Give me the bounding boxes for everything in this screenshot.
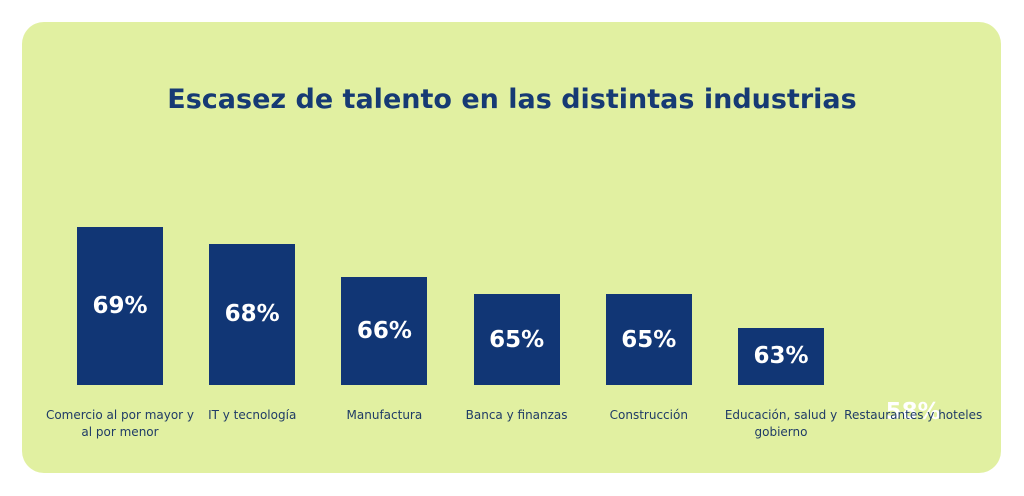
bar-3: 66%	[341, 277, 428, 385]
bar-value-label: 58%	[885, 398, 941, 425]
category-label: Restaurantes y hoteles	[844, 408, 983, 422]
category-label: IT y tecnología	[208, 408, 297, 422]
bar-4: 65%	[473, 294, 560, 385]
bar-value-label: 63%	[753, 343, 809, 370]
bar-2: 68%	[209, 243, 296, 385]
category-label: Comercio al por mayor y al por menor	[45, 408, 195, 439]
bar-value-label: 66%	[356, 318, 412, 345]
bar-value-label: 69%	[92, 293, 148, 319]
chart-title: Escasez de talento en las distintas indu…	[167, 84, 857, 115]
bar-value-label: 68%	[224, 301, 280, 328]
bar-1: 69%	[77, 227, 163, 385]
category-label: Manufactura	[346, 408, 423, 422]
category-label: Educación, salud y gobierno	[724, 408, 838, 439]
chart-panel	[22, 22, 1001, 473]
bar-6: 63%	[738, 327, 824, 385]
category-label: Construcción	[609, 408, 688, 422]
bar-value-label: 65%	[621, 326, 677, 353]
category-label: Banca y finanzas	[465, 408, 568, 422]
bar-value-label: 65%	[489, 326, 545, 353]
bar-5: 65%	[605, 294, 692, 385]
